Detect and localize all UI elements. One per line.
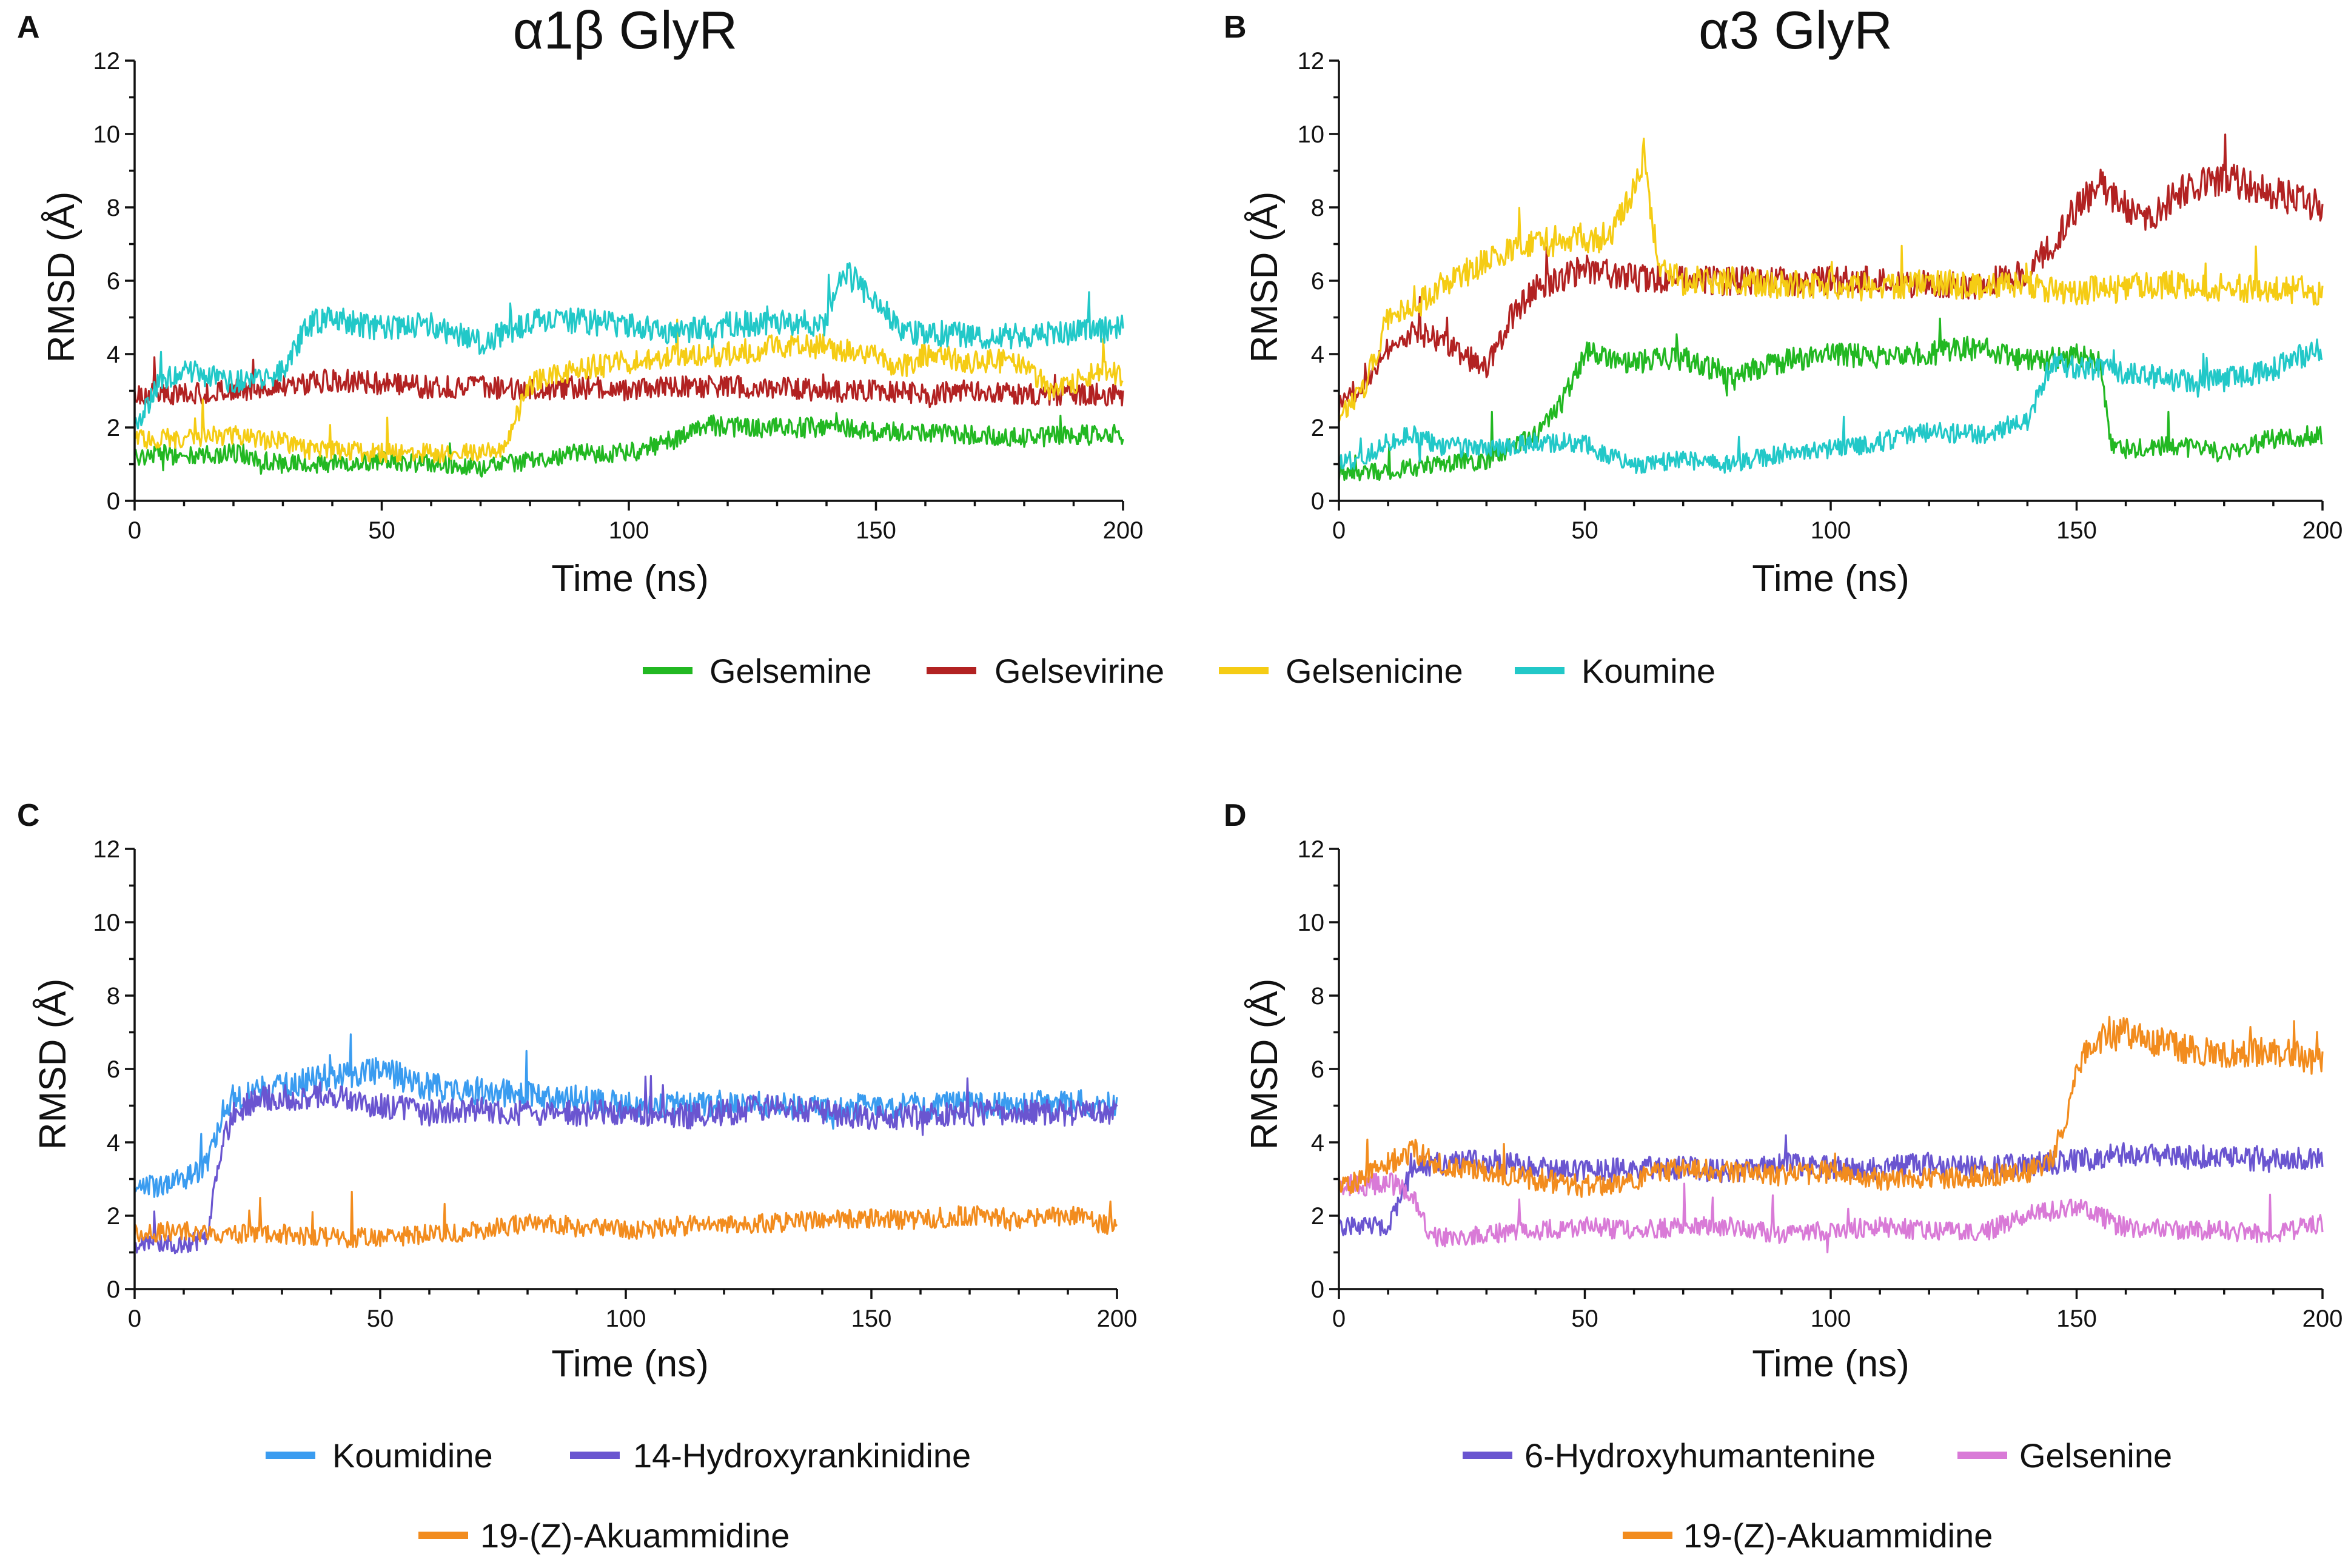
panel-b-plot: 0 2 4 6 8 10 12 0 50 100 150 200 <box>1298 48 2343 544</box>
panel-c-x-tick-label: 100 <box>606 1305 646 1332</box>
panel-a-y-axis-title: RMSD (Å) <box>41 192 82 363</box>
panel-b-series-gelsemine <box>1338 317 2323 481</box>
panel-b-x-tick-label: 200 <box>2302 517 2343 544</box>
panel-a-series-gelsevirine <box>133 356 1124 409</box>
panel-d-x-tick-label: 100 <box>1811 1305 1851 1332</box>
panel-a-title: α1β GlyR <box>513 0 737 60</box>
panel-a-x-tick-label: 150 <box>856 517 896 544</box>
panel-a-y-tick-label: 6 <box>107 268 120 295</box>
panel-a-y-tick-label: 10 <box>93 121 121 148</box>
panel-c-y-tick-label: 4 <box>107 1130 120 1156</box>
panel-c-y-tick-label: 8 <box>107 983 120 1010</box>
legend-label-14-hydroxyrankinidine: 14-Hydroxyrankinidine <box>633 1436 971 1475</box>
panel-a-y-tick-label: 0 <box>107 488 120 515</box>
panel-d-y-tick-label: 8 <box>1311 983 1324 1010</box>
panel-a-series-gelsemine <box>133 412 1124 478</box>
panel-b-y-tick-label: 4 <box>1311 341 1324 368</box>
panel-d-letter: D <box>1224 798 1247 833</box>
panel-a-y-tick-label: 8 <box>107 195 120 221</box>
panel-b-y-tick-label: 12 <box>1298 48 1325 75</box>
legend-label-gelsemine: Gelsemine <box>709 652 872 690</box>
legend-label-koumine: Koumine <box>1581 652 1715 690</box>
panel-d-y-tick-label: 12 <box>1298 836 1325 863</box>
panel-a-x-tick-label: 0 <box>128 517 141 544</box>
panel-c-plot: 0 2 4 6 8 10 12 0 50 100 150 200 <box>93 836 1138 1332</box>
legend-label-gelsevirine: Gelsevirine <box>994 652 1164 690</box>
legend-label-19-z-akuammidine-c: 19-(Z)-Akuammidine <box>480 1516 790 1555</box>
panel-d-y-axis-title: RMSD (Å) <box>1244 979 1286 1150</box>
panel-d-y-tick-label: 0 <box>1311 1276 1324 1303</box>
legend-label-gelsenine: Gelsenine <box>2019 1436 2172 1475</box>
panel-c-x-tick-label: 50 <box>367 1305 394 1332</box>
panel-c-series-14-hydroxyrankinidine <box>133 1074 1118 1255</box>
panel-b-title: α3 GlyR <box>1699 0 1893 60</box>
panel-a-x-tick-label: 50 <box>368 517 395 544</box>
panel-d-plot: 0 2 4 6 8 10 12 0 50 100 150 200 <box>1298 836 2343 1332</box>
panel-b-x-tick-label: 150 <box>2056 517 2097 544</box>
panel-d-y-tick-label: 4 <box>1311 1130 1324 1156</box>
panel-c-x-tick-label: 0 <box>128 1305 141 1332</box>
panel-a-y-tick-label: 2 <box>107 415 120 441</box>
panel-a-letter: A <box>17 10 40 45</box>
panel-d-series-6-hydroxyhumantenine <box>1338 1134 2324 1236</box>
panel-b-letter: B <box>1224 10 1247 45</box>
panel-d-x-tick-label: 0 <box>1332 1305 1346 1332</box>
panel-b-x-tick-label: 100 <box>1811 517 1851 544</box>
legend-label-koumidine: Koumidine <box>332 1436 493 1475</box>
panel-b-x-axis-title: Time (ns) <box>1752 558 1909 600</box>
panel-c-letter: C <box>17 798 40 833</box>
panel-a-x-tick-label: 200 <box>1103 517 1144 544</box>
panel-a-x-tick-label: 100 <box>609 517 649 544</box>
panel-c-y-tick-label: 2 <box>107 1203 120 1230</box>
panel-a-series-gelsenicine <box>133 318 1124 464</box>
panel-a-y-tick-label: 12 <box>93 48 121 75</box>
panel-b-y-tick-label: 0 <box>1311 488 1324 515</box>
panel-a-series-koumine <box>133 262 1124 430</box>
panel-b-series-gelsevirine <box>1338 133 2324 416</box>
panel-d-y-tick-label: 6 <box>1311 1056 1324 1083</box>
panel-d-series-19-z-akuammidine <box>1338 1016 2324 1198</box>
panel-d: D 0 2 4 6 8 10 12 0 50 100 150 200 Time (ns) RMSD (… <box>1224 798 2343 1385</box>
panel-c-y-tick-label: 10 <box>93 910 121 936</box>
panel-a-x-axis-title: Time (ns) <box>551 558 708 600</box>
legend-label-gelsenicine: Gelsenicine <box>1286 652 1463 690</box>
panel-b: B α3 GlyR 0 2 4 6 8 10 12 0 50 100 150 200 Time (ns… <box>1224 0 2343 600</box>
panel-d-y-tick-label: 2 <box>1311 1203 1324 1230</box>
panel-b-series-gelsenicine <box>1338 138 2324 423</box>
panel-a: A α1β GlyR 0 2 4 6 8 10 12 0 50 100 150 200 Time (n… <box>17 0 1143 600</box>
panel-d-x-tick-label: 200 <box>2302 1305 2343 1332</box>
panel-b-series-koumine <box>1338 338 2323 474</box>
panel-c-x-axis-title: Time (ns) <box>551 1343 708 1385</box>
legend-top: Gelsemine Gelsevirine Gelsenicine Koumin… <box>643 652 1715 690</box>
panel-c-series-19-z-akuammidine <box>133 1190 1118 1248</box>
panel-b-x-tick-label: 50 <box>1571 517 1598 544</box>
panel-c-y-tick-label: 0 <box>107 1276 120 1303</box>
panel-c-series-koumidine <box>133 1033 1118 1198</box>
panel-c-x-tick-label: 200 <box>1097 1305 1138 1332</box>
legend-label-19-z-akuammidine-d: 19-(Z)-Akuammidine <box>1683 1516 1993 1555</box>
panel-b-y-tick-label: 10 <box>1298 121 1325 148</box>
panel-c-y-axis-title: RMSD (Å) <box>32 979 74 1150</box>
panel-d-x-tick-label: 150 <box>2056 1305 2097 1332</box>
legend-label-6-hydroxyhumantenine: 6-Hydroxyhumantenine <box>1524 1436 1876 1475</box>
panel-d-y-tick-label: 10 <box>1298 910 1325 936</box>
legend-c: Koumidine 14-Hydroxyrankinidine 19-(Z)-A… <box>266 1436 971 1555</box>
legend-d: 6-Hydroxyhumantenine Gelsenine 19-(Z)-Ak… <box>1463 1436 2172 1555</box>
panel-c-x-tick-label: 150 <box>851 1305 892 1332</box>
panel-c-y-tick-label: 6 <box>107 1056 120 1083</box>
panel-c-y-tick-label: 12 <box>93 836 121 863</box>
panel-d-x-axis-title: Time (ns) <box>1752 1343 1909 1385</box>
panel-a-y-tick-label: 4 <box>107 341 120 368</box>
panel-a-plot: 0 2 4 6 8 10 12 0 50 100 150 200 <box>93 48 1144 544</box>
panel-c: C 0 2 4 6 8 10 12 0 50 100 150 200 Time (ns) RMSD (… <box>17 798 1137 1385</box>
panel-b-y-tick-label: 8 <box>1311 195 1324 221</box>
panel-b-y-axis-title: RMSD (Å) <box>1244 192 1286 363</box>
panel-b-x-tick-label: 0 <box>1332 517 1346 544</box>
panel-d-x-tick-label: 50 <box>1571 1305 1598 1332</box>
panel-b-y-tick-label: 6 <box>1311 268 1324 295</box>
panel-b-y-tick-label: 2 <box>1311 415 1324 441</box>
panel-d-series-gelsenine <box>1338 1172 2324 1253</box>
